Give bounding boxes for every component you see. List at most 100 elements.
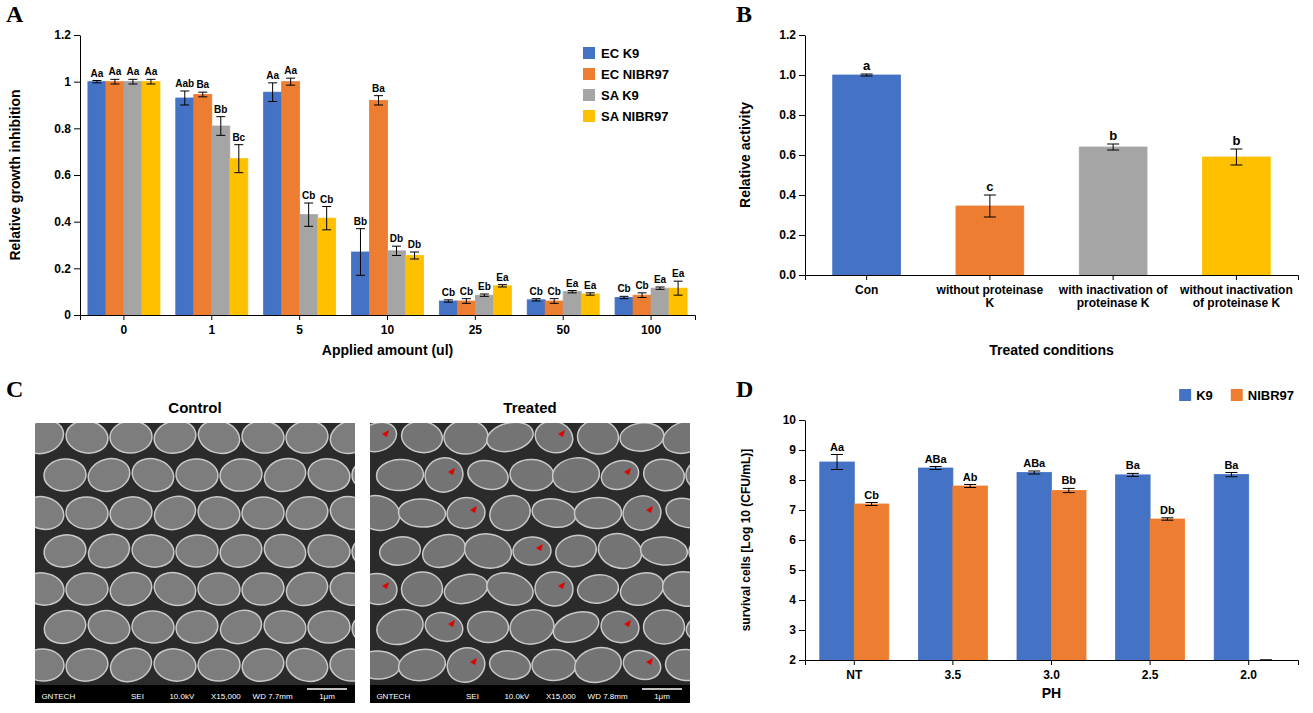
x-tick-mark: [387, 315, 388, 320]
cell: [418, 529, 470, 573]
y-tick-mark: [799, 630, 805, 631]
cell: [513, 536, 552, 565]
y-tick: 8: [789, 473, 805, 487]
significance-letter: Cb: [302, 190, 315, 201]
y-axis: 0.00.20.40.60.81.01.2: [779, 28, 805, 282]
y-tick: 2: [789, 653, 805, 667]
plot: 2345678910NT3.53.02.52.0AaABaABaBaBaCbAb…: [739, 388, 1299, 701]
significance-letter: Ea: [566, 278, 579, 289]
significance-letter: Ab: [963, 471, 978, 483]
legend-item: EC K9: [583, 46, 639, 61]
cell: [443, 423, 488, 455]
legend-item: EC NIBR97: [583, 67, 669, 82]
cell: [262, 608, 309, 647]
cell: [352, 459, 355, 491]
cell: [598, 456, 643, 494]
x-axis: Conwithout proteinaseKwith inactivation …: [806, 275, 1299, 310]
cell: [175, 534, 218, 567]
significance-letter: a: [863, 58, 871, 73]
y-tick-mark: [799, 480, 805, 481]
cell: [686, 458, 690, 492]
y-axis-line: [805, 36, 806, 276]
cell: [643, 610, 685, 645]
y-tick-label: 0.8: [54, 122, 71, 136]
significance-letter: ABa: [1023, 457, 1046, 469]
error-bar: [128, 79, 137, 84]
y-tick-mark: [799, 510, 805, 511]
y-tick-label: 1: [64, 75, 71, 89]
panel: CControlGNTECHSEI10.0kVX15,000WD 7.7mm1μ…: [6, 376, 732, 713]
error-bar: [1028, 471, 1040, 474]
significance-letter: Bb: [354, 216, 367, 227]
significance-letter: Aa: [284, 65, 297, 76]
tick-label-line: without inactivation: [1179, 283, 1293, 297]
cell: [242, 497, 285, 530]
cell: [131, 610, 175, 644]
cell: [531, 649, 576, 682]
x-tick-label: with inactivation ofproteinase K: [1058, 283, 1169, 311]
cell: [530, 495, 578, 530]
bar: [563, 292, 581, 315]
y-tick: 4: [789, 593, 805, 607]
x-tick: NT: [846, 660, 863, 682]
y-tick-mark: [799, 540, 805, 541]
error-bar: [1161, 518, 1173, 520]
cell: [239, 645, 287, 686]
y-tick-label: 1.0: [779, 68, 796, 82]
legend-item: SA K9: [583, 88, 639, 103]
panel-letter: D: [736, 376, 753, 402]
significance-letter: Ba: [1126, 459, 1141, 471]
y-tick-label: 6: [789, 533, 796, 547]
bar: [1150, 519, 1185, 660]
y-tick: 0.2: [779, 228, 805, 242]
x-tick: 1: [208, 315, 215, 337]
x-axis-title: Applied amount (ul): [322, 342, 453, 358]
error-bar: [110, 79, 119, 84]
cell: [376, 458, 425, 491]
arrow: [558, 582, 565, 589]
y-tick-mark: [74, 175, 80, 176]
x-tick-mark: [1236, 275, 1237, 280]
bar: [142, 82, 160, 315]
panel-letter: C: [6, 376, 23, 402]
cell: [484, 423, 536, 456]
marks: [820, 455, 1272, 661]
cell: [329, 647, 355, 683]
bar: [264, 92, 282, 315]
footer-text: 10.0kV: [169, 692, 195, 701]
y-tick-mark: [74, 35, 80, 36]
cell: [327, 569, 355, 608]
significance-letter: Aa: [127, 66, 140, 77]
error-bar: [1063, 488, 1075, 492]
bar: [854, 504, 889, 660]
cell: [534, 571, 574, 608]
y-tick: 0.4: [54, 215, 80, 229]
error-bar: [462, 299, 471, 304]
cell: [305, 455, 352, 494]
arrow: [382, 582, 389, 589]
legend-label: NIBR97: [1248, 388, 1294, 403]
cell: [129, 454, 178, 496]
cell: [197, 572, 241, 607]
legend-item: K9: [1179, 388, 1213, 403]
footer-bar: [35, 685, 355, 703]
error-bar: [268, 83, 277, 102]
plot: 00.20.40.60.811.2015102550100AaAabAaBbCb…: [7, 28, 696, 358]
x-tick-label: 2.0: [1240, 668, 1257, 682]
cell: [65, 496, 109, 530]
y-tick: 9: [789, 443, 805, 457]
x-tick: 5: [296, 315, 303, 337]
y-axis-title: Relative growth inhibition: [7, 89, 23, 260]
image-background: [370, 423, 690, 703]
legend-item: NIBR97: [1231, 388, 1294, 403]
cell: [282, 567, 332, 610]
image-area: [35, 423, 355, 703]
y-tick: 6: [789, 533, 805, 547]
bar: [651, 288, 669, 315]
arrow: [382, 430, 389, 437]
x-tick: 100: [641, 315, 661, 337]
error-bar: [568, 291, 577, 293]
letters: AaABaABaBaBaCbAbBbDb: [830, 441, 1239, 516]
cell: [509, 458, 555, 492]
letters: acbb: [863, 58, 1240, 194]
